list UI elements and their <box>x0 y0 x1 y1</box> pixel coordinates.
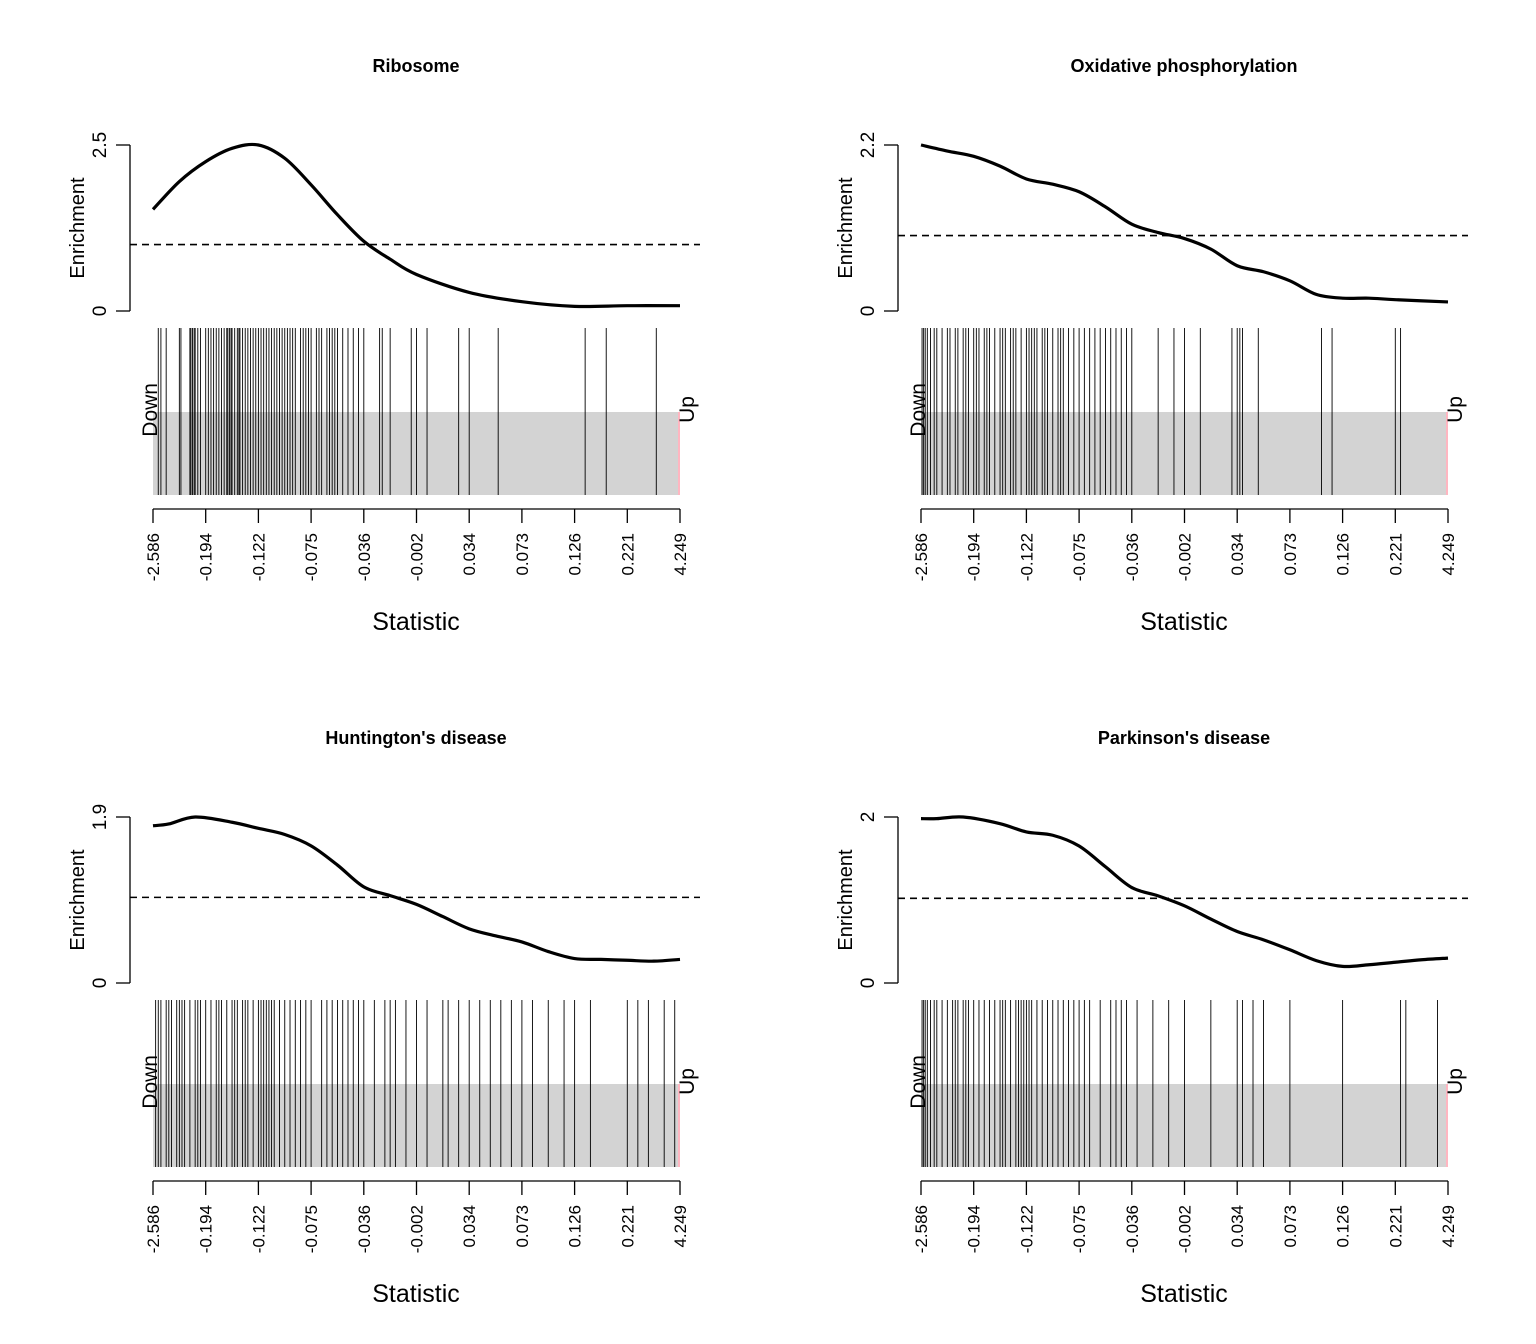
direction-label-down: Down <box>907 383 930 437</box>
x-tick-label: 0.073 <box>513 1205 532 1248</box>
panel-4: Parkinson's disease 0 2 Enrichment Down Up -2.… <box>835 728 1468 1308</box>
x-tick-label: -0.036 <box>355 533 374 581</box>
chart-title: Ribosome <box>372 56 459 76</box>
y-tick-label: 2.5 <box>90 132 111 158</box>
x-axis-label: Statistic <box>372 1280 460 1308</box>
x-axis-label: Statistic <box>372 608 460 636</box>
chart-title: Parkinson's disease <box>1098 728 1270 748</box>
x-tick-label: -0.075 <box>1070 1205 1089 1253</box>
x-tick-label: 0.073 <box>513 533 532 576</box>
x-tick-label: -0.122 <box>1017 533 1036 581</box>
x-tick-label: -0.002 <box>408 533 427 581</box>
y-tick-label: 0 <box>90 306 111 317</box>
up-edge-mark <box>1446 412 1448 495</box>
x-tick-label: 0.126 <box>1334 533 1353 576</box>
y-tick-label: 0 <box>858 306 879 317</box>
x-tick-label: 0.073 <box>1281 533 1300 576</box>
x-tick-label: 4.249 <box>671 533 690 576</box>
x-tick-label: -0.122 <box>249 533 268 581</box>
x-tick-label: -0.075 <box>302 533 321 581</box>
chart-title: Oxidative phosphorylation <box>1070 56 1297 76</box>
y-axis-label: Enrichment <box>67 849 89 951</box>
x-tick-label: -0.075 <box>1070 533 1089 581</box>
x-axis-label: Statistic <box>1140 608 1228 636</box>
x-tick-label: 0.221 <box>618 533 637 576</box>
y-tick-label: 0 <box>858 978 879 989</box>
x-tick-label: -0.036 <box>355 1205 374 1253</box>
x-tick-label: 4.249 <box>1439 533 1458 576</box>
x-tick-label: 0.126 <box>1334 1205 1353 1248</box>
x-tick-label: -0.075 <box>302 1205 321 1253</box>
x-tick-label: 0.221 <box>618 1205 637 1248</box>
enrichment-curve <box>152 815 681 963</box>
x-tick-label: -0.002 <box>408 1205 427 1253</box>
x-tick-label: 0.034 <box>1228 1205 1247 1248</box>
direction-label-down: Down <box>139 383 162 437</box>
x-tick-label: 4.249 <box>671 1205 690 1248</box>
x-axis-label: Statistic <box>1140 1280 1228 1308</box>
enrichment-curve <box>920 815 1449 969</box>
x-tick-label: -0.194 <box>965 533 984 581</box>
direction-label-down: Down <box>907 1055 930 1109</box>
x-tick-label: -2.586 <box>912 1205 931 1253</box>
x-tick-label: 0.126 <box>566 1205 585 1248</box>
y-tick-label: 2.2 <box>858 132 879 158</box>
x-tick-label: -0.002 <box>1176 533 1195 581</box>
y-axis-label: Enrichment <box>835 177 857 279</box>
y-axis-label: Enrichment <box>835 849 857 951</box>
x-tick-label: 0.034 <box>460 1205 479 1248</box>
direction-label-up: Up <box>1444 1068 1467 1095</box>
x-tick-label: -0.122 <box>249 1205 268 1253</box>
direction-label-down: Down <box>139 1055 162 1109</box>
y-tick-label: 1.9 <box>90 804 111 830</box>
enrichment-curve <box>151 142 681 309</box>
up-edge-mark <box>678 412 680 495</box>
x-tick-label: 0.221 <box>1386 533 1405 576</box>
x-tick-label: -0.194 <box>197 533 216 581</box>
direction-label-up: Up <box>676 1068 699 1095</box>
x-tick-label: 0.073 <box>1281 1205 1300 1248</box>
direction-label-up: Up <box>676 396 699 423</box>
x-tick-label: -0.194 <box>965 1205 984 1253</box>
chart-title: Huntington's disease <box>325 728 506 748</box>
x-tick-label: -2.586 <box>144 533 163 581</box>
up-edge-mark <box>1446 1084 1448 1167</box>
enrichment-curve <box>920 143 1449 304</box>
direction-label-up: Up <box>1444 396 1467 423</box>
x-tick-label: 0.221 <box>1386 1205 1405 1248</box>
x-tick-label: -0.036 <box>1123 533 1142 581</box>
y-axis-label: Enrichment <box>67 177 89 279</box>
x-tick-label: -0.002 <box>1176 1205 1195 1253</box>
up-edge-mark <box>678 1084 680 1167</box>
x-tick-label: -0.122 <box>1017 1205 1036 1253</box>
x-tick-label: 4.249 <box>1439 1205 1458 1248</box>
x-tick-label: -2.586 <box>144 1205 163 1253</box>
x-tick-label: 0.126 <box>566 533 585 576</box>
x-tick-label: 0.034 <box>1228 533 1247 576</box>
x-tick-label: -0.036 <box>1123 1205 1142 1253</box>
x-tick-label: -0.194 <box>197 1205 216 1253</box>
x-tick-label: -2.586 <box>912 533 931 581</box>
y-tick-label: 2 <box>858 812 879 823</box>
y-tick-label: 0 <box>90 978 111 989</box>
x-tick-label: 0.034 <box>460 533 479 576</box>
